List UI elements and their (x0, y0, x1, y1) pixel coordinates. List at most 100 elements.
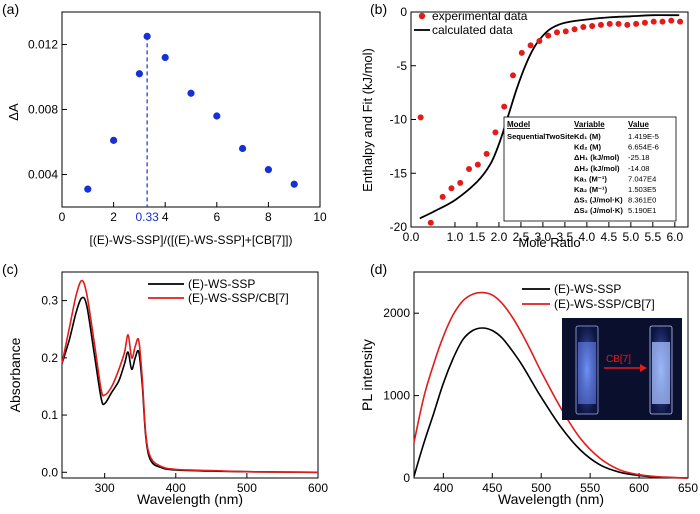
panel-d-x-label: 650 (678, 481, 698, 495)
panel-b-table-cell: -14.08 (628, 164, 650, 173)
panel-a-x-label: 8 (265, 210, 272, 224)
panel-d-x-label: 550 (580, 481, 600, 495)
panel-b-point (606, 20, 613, 27)
panel-c-legend-label: (E)-WS-SSP/CB[7] (188, 291, 289, 305)
panel-b-y-label: -20 (390, 220, 408, 234)
panel-b-x-label: 2.0 (491, 230, 508, 244)
panel-b-point (536, 38, 543, 45)
panel-b-table-cell: ΔS₂ (J/mol·K) (574, 206, 623, 215)
panel-b-y-label: -5 (396, 59, 407, 73)
panel-b-point (427, 219, 434, 226)
panel-b-table-cell: Kd₂ (M) (574, 143, 601, 152)
panel-b-y-label: 0 (400, 5, 407, 19)
panel-b-point (457, 179, 464, 186)
panel-b-table-cell: 1.503E5 (628, 185, 656, 194)
panel-b-table-cell: 6.654E-6 (628, 143, 659, 152)
panel-b-table-cell: 7.047E4 (628, 174, 656, 183)
panel-b-point (571, 26, 578, 33)
panel-a-x-label: 0 (59, 210, 66, 224)
panel-a-xlabel: [(E)-WS-SSP]/([(E)-WS-SSP]+[CB[7]]) (89, 233, 292, 247)
panel-b-table-cell: ΔH₂ (kJ/mol) (574, 164, 620, 173)
panel-b-point (439, 193, 446, 200)
panel-b-point (589, 22, 596, 29)
panel-b-x-label: 1.5 (469, 230, 486, 244)
panel-b-point (474, 161, 481, 168)
panel-b-fit-line (419, 14, 680, 220)
panel-a-point (239, 144, 247, 153)
panel-b-table-cell: SequentialTwoSite (507, 132, 574, 141)
panel-b-point (650, 18, 657, 25)
panel-c-x-label: 300 (95, 481, 115, 495)
panel-b-point (501, 103, 508, 110)
panel-b-point (615, 20, 622, 27)
panel-a-point (264, 166, 272, 174)
panel-b-point (417, 114, 424, 121)
panel-b-ylabel: Enthalpy and Fit (kJ/mol) (360, 48, 375, 192)
panel-c-label: (c) (2, 261, 18, 277)
panel-b-table-cell: -25.18 (628, 153, 650, 162)
panel-b-point (448, 185, 455, 192)
panel-b-x-label: 2.5 (513, 230, 530, 244)
panel-b-table-cell: Ka₁ (M⁻¹) (574, 174, 607, 183)
panel-b-table-header: Variable (574, 120, 605, 129)
cuvette-right-solution (652, 342, 670, 404)
panel-b-table-cell: ΔH₁ (kJ/mol) (574, 153, 620, 162)
panel-b-legend-label: experimental data (432, 9, 528, 23)
panel-b-point (466, 165, 473, 172)
panel-a-ylabel: ΔA (6, 103, 21, 121)
panel-b-point (492, 129, 499, 136)
panel-b-point (659, 18, 666, 25)
inset-arrow-label: CB[7] (606, 354, 631, 365)
panel-d-x-label: 450 (482, 481, 502, 495)
panel-a-y-label: 0.008 (28, 103, 58, 117)
panel-b-table-header: Model (507, 120, 530, 129)
panel-d-label: (d) (370, 261, 387, 277)
panel-d-series-line (413, 291, 689, 479)
panel-b-point (633, 20, 640, 27)
panel-c-y-label: 0.0 (41, 465, 58, 479)
panel-a-y-label: 0.012 (28, 38, 58, 52)
panel-b-x-label: 3.5 (557, 230, 574, 244)
panel-b-point (677, 18, 684, 25)
panel-c-y-label: 0.2 (41, 351, 58, 365)
panel-a-annotation: 0.33 (135, 210, 159, 224)
panel-b-table-cell: 1.419E-5 (628, 132, 659, 141)
panel-a-point (135, 70, 143, 78)
panel-b-legend-label: calculated data (432, 23, 513, 37)
panel-a-point (290, 180, 298, 188)
cuvette-left-solution (578, 342, 596, 404)
panel-d-x-label: 600 (629, 481, 649, 495)
panel-b-table-cell: 8.361E0 (628, 196, 656, 205)
panel-b-x-label: 3.0 (535, 230, 552, 244)
panel-b-point (641, 19, 648, 26)
panel-b-x-label: 4.0 (579, 230, 596, 244)
panel-c-y-label: 0.3 (41, 294, 58, 308)
panel-a-point (84, 185, 92, 193)
panel-a-point (161, 53, 169, 62)
panel-b-table-header: Value (628, 120, 649, 129)
panel-b-table-cell: 5.190E1 (628, 206, 656, 215)
panel-b-table-cell: Ka₂ (M⁻¹) (574, 185, 608, 194)
panel-d-x-label: 400 (433, 481, 453, 495)
panel-c-ylabel: Absorbance (7, 337, 23, 412)
panel-a-x-label: 4 (162, 210, 169, 224)
panel-b-xlabel: Mole Ratio (518, 235, 580, 250)
panel-a-point (213, 112, 221, 120)
panel-a-axes-frame (61, 11, 321, 208)
panel-b-x-label: 4.5 (601, 230, 618, 244)
panel-d-ylabel: PL intensity (359, 339, 375, 411)
panel-a-y-label: 0.004 (28, 168, 58, 182)
panel-c-x-label: 600 (308, 481, 328, 495)
panel-a-label: (a) (2, 1, 19, 17)
panel-b-legend-marker (418, 12, 426, 20)
panel-b-point (545, 32, 552, 39)
panel-b-x-label: 5.0 (622, 230, 639, 244)
panel-d-y-label: 0 (403, 471, 410, 485)
panel-c-series-line (61, 279, 319, 474)
panel-d-y-label: 1000 (383, 389, 410, 403)
panel-c-axes-frame (61, 271, 319, 479)
panel-c-x-label: 400 (166, 481, 186, 495)
panel-a-point (187, 89, 195, 97)
panel-a-point (143, 32, 151, 40)
